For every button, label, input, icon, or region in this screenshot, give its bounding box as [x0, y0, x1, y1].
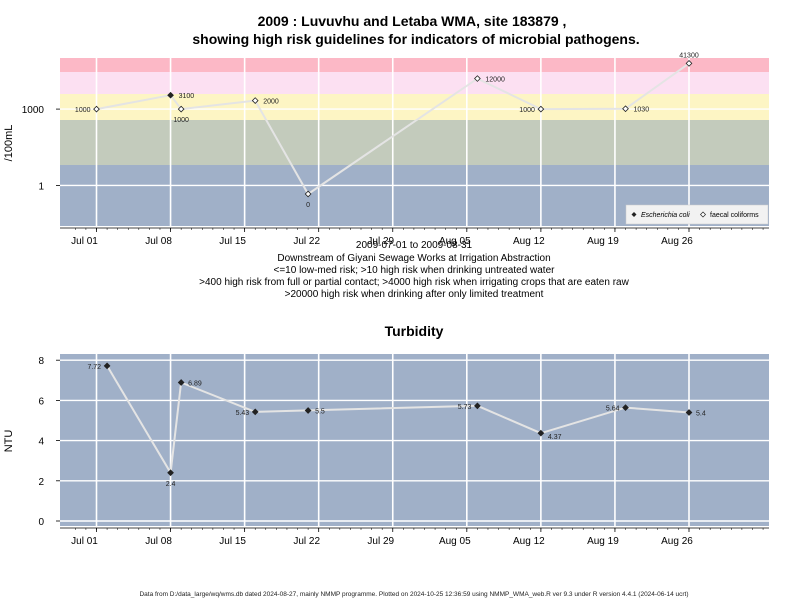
faecal-coliform-point-marker [537, 105, 545, 113]
chart1-x-tick-label: Aug 05 [439, 236, 471, 247]
chart1-data-label: 1000 [519, 107, 535, 114]
chart1-note-site: Downstream of Giyani Sewage Works at Irr… [277, 253, 550, 264]
chart2-markers: 7.72 2.4 6.89 5.43 5.5 5.73 4.37 5.64 5.4 [87, 362, 706, 488]
chart1-note-risk-2: >400 high risk from full or partial cont… [199, 277, 629, 288]
chart1-note-date-range: 2009-07-01 to 2009-08-31 [356, 240, 473, 251]
chart2-title: Turbidity [385, 323, 444, 339]
faecal-coliform-point-marker [177, 105, 185, 113]
legend-filled-diamond-icon [631, 212, 637, 217]
e-coli-point-marker [167, 91, 174, 99]
turbidity-point-marker [304, 407, 312, 414]
chart2-data-label: 2.4 [166, 481, 176, 488]
chart2-y-tick-label: 6 [38, 396, 44, 407]
chart1-x-tick-label: Aug 12 [513, 236, 545, 247]
chart2-gridlines [60, 354, 769, 526]
chart2-data-label: 5.4 [696, 410, 706, 417]
chart2-ylabel: NTU [3, 430, 15, 453]
chart1-data-label: 1000 [75, 107, 91, 114]
chart1-data-label: 3100 [179, 93, 195, 100]
chart1-y-tick-label: 1000 [22, 105, 45, 116]
chart2-y-tick-label: 4 [38, 437, 44, 448]
faecal-coliform-point-marker [93, 105, 100, 113]
turbidity-point-marker [103, 362, 111, 370]
turbidity-point-marker [167, 469, 174, 477]
chart1-title-line2: showing high risk guidelines for indicat… [192, 31, 639, 47]
chart1-title-line1: 2009 : Luvuvhu and Letaba WMA, site 1838… [258, 13, 567, 29]
chart1-legend: Escherichia coli faecal coliforms [625, 204, 769, 225]
chart2-data-label: 5.5 [315, 408, 325, 415]
chart2-x-tick-label: Jul 29 [367, 536, 394, 547]
chart2-x-tick-label: Jul 01 [71, 536, 98, 547]
chart1-x-tick-label: Aug 26 [661, 236, 693, 247]
turbidity-point-marker [537, 429, 545, 437]
chart1-x-tick-label: Aug 19 [587, 236, 619, 247]
chart2-x-tick-label: Aug 19 [587, 536, 619, 547]
faecal-coliform-point-marker [251, 97, 259, 104]
chart1-ylabel: /100mL [3, 125, 15, 162]
chart1-markers: 3100 1000 1000 2000 0 12000 1000 1030 41300 [75, 52, 699, 209]
chart1-x-tick-label: Jul 29 [367, 236, 394, 247]
turbidity-point-marker [622, 404, 629, 412]
chart2-y-tick-label: 2 [38, 477, 44, 488]
turbidity-point-marker [474, 402, 481, 410]
chart1-note-risk-3: >20000 high risk when drinking after onl… [285, 289, 544, 300]
legend-open-diamond-icon [700, 211, 706, 218]
chart1-risk-bands [60, 58, 769, 226]
chart2-data-label: 5.43 [236, 410, 250, 417]
chart2-data-label: 7.72 [87, 364, 101, 371]
turbidity-point-marker [177, 379, 185, 386]
chart1-x-tick-label: Jul 08 [145, 236, 172, 247]
chart2-y-tick-label: 0 [38, 517, 44, 528]
chart2-data-label: 4.37 [548, 434, 562, 441]
footer-note: Data from D:/data_large/wq/wms.db dated … [139, 591, 688, 598]
chart1-data-label: 2000 [263, 99, 279, 106]
chart2-data-label: 6.89 [188, 381, 202, 388]
chart2-x-tick-label: Aug 26 [661, 536, 693, 547]
turbidity-point-marker [251, 408, 259, 416]
legend-entry-faecal-coliforms: faecal coliforms [710, 212, 759, 219]
chart2-x-tick-label: Aug 05 [439, 536, 471, 547]
chart2-x-tick-label: Jul 22 [293, 536, 320, 547]
chart1-x-tick-label: Jul 01 [71, 236, 98, 247]
chart1-x-tick-label: Jul 22 [293, 236, 320, 247]
chart2-data-label: 5.73 [458, 404, 472, 411]
risk-band-contact [60, 94, 769, 120]
risk-band-irrigation [60, 72, 769, 94]
turbidity-point-marker [685, 409, 693, 416]
faecal-coliform-point-marker [622, 105, 629, 113]
risk-band-treatment [60, 58, 769, 72]
chart2-x-tick-label: Aug 12 [513, 536, 545, 547]
faecal-coliform-point-marker [685, 60, 693, 67]
chart2-x-tick-label: Jul 08 [145, 536, 172, 547]
chart2-x-tick-label: Jul 15 [219, 536, 246, 547]
chart1-notes: 2009-07-01 to 2009-08-31 Downstream of G… [199, 240, 629, 300]
chart1-data-label: 1030 [634, 107, 650, 114]
chart1-data-label: 41300 [679, 52, 699, 59]
chart2-axes: 0 2 4 6 8 Jul 01 Jul 08 Jul 15 Jul 22 Jul 29 Aug 0… [38, 356, 769, 547]
chart1-y-tick-label: 1 [38, 181, 44, 192]
chart1-note-risk-1: <=10 low-med risk; >10 high risk when dr… [274, 265, 556, 276]
chart2-data-label: 5.64 [606, 406, 620, 413]
chart2-y-tick-label: 8 [38, 356, 44, 367]
legend-entry-e-coli: Escherichia coli [641, 212, 690, 219]
risk-band-drinking [60, 120, 769, 165]
legend-box [625, 204, 769, 225]
faecal-coliform-point-marker [474, 75, 481, 82]
chart1-x-tick-label: Jul 15 [219, 236, 246, 247]
chart1-data-label: 0 [306, 202, 310, 209]
faecal-coliform-point-marker [304, 190, 312, 198]
chart1-axes: 1 1000 Jul 01 Jul 08 Jul 15 Jul 22 Jul 29 Aug 0… [22, 105, 769, 247]
chart1-data-label: 12000 [485, 77, 505, 84]
chart1-data-label: 1000 [173, 117, 189, 124]
